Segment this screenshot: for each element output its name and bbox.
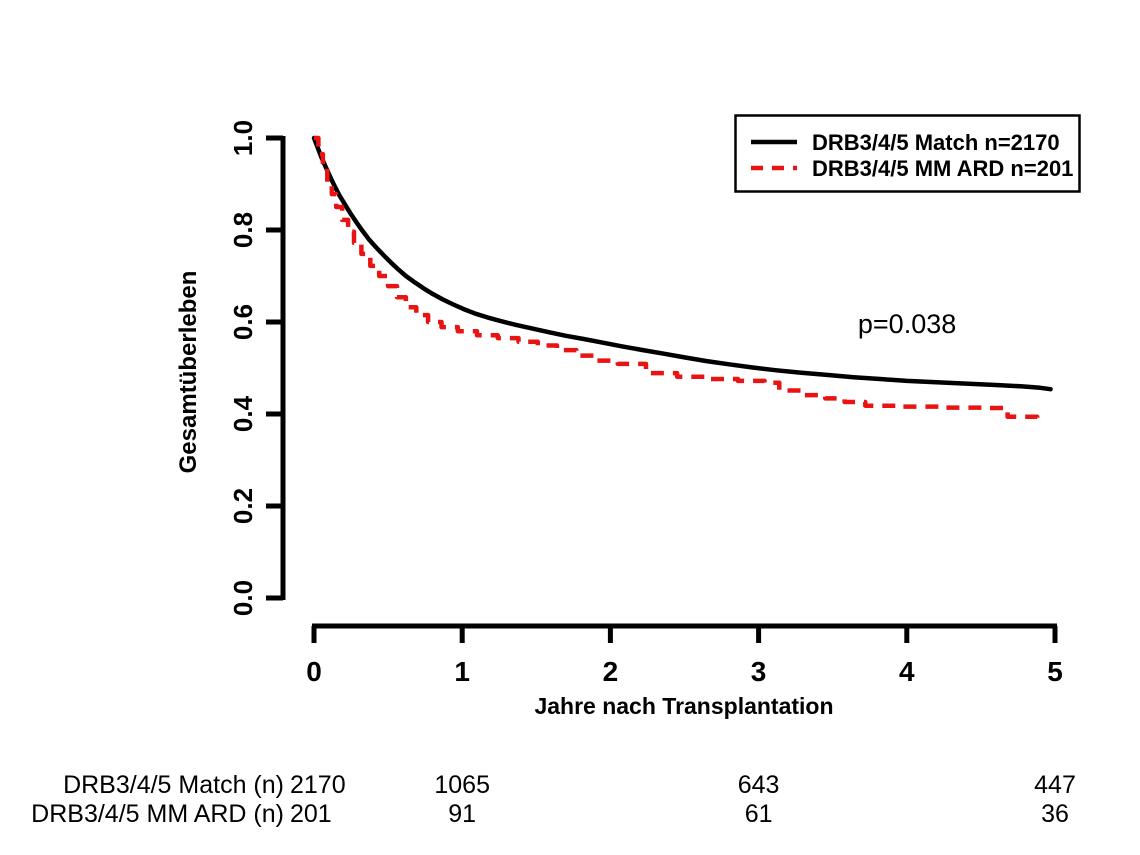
risk-table-value: 2170 <box>290 771 346 799</box>
km-curve-mm-ard <box>314 135 1040 420</box>
y-axis-title: Gesamtüberleben <box>175 271 202 474</box>
y-tick-label: 0.8 <box>228 212 258 248</box>
legend-box <box>734 114 1081 193</box>
km-curve-match <box>311 135 1053 392</box>
risk-table-value: 91 <box>448 800 476 828</box>
x-tick-label: 2 <box>603 656 619 687</box>
risk-table-value: 36 <box>1041 800 1069 828</box>
y-tick-label: 0.0 <box>228 580 258 616</box>
x-tick-label: 1 <box>454 656 470 687</box>
y-tick-label: 0.6 <box>228 304 258 340</box>
risk-table-value: 447 <box>1034 771 1076 799</box>
y-tick-label: 0.2 <box>228 488 258 524</box>
risk-table-value: 1065 <box>434 771 490 799</box>
risk-table-row-label: DRB3/4/5 Match (n) <box>63 771 284 799</box>
y-tick-label: 0.4 <box>228 395 258 432</box>
risk-table-value: 201 <box>290 800 332 828</box>
x-tick-label: 4 <box>899 656 915 687</box>
y-tick-label: 1.0 <box>228 120 258 156</box>
x-tick-label: 3 <box>751 656 767 687</box>
legend-label: DRB3/4/5 MM ARD n=201 <box>812 156 1073 181</box>
legend-label: DRB3/4/5 Match n=2170 <box>812 130 1060 155</box>
risk-table-row-label: DRB3/4/5 MM ARD (n) <box>31 800 284 828</box>
risk-table-value: 643 <box>738 771 780 799</box>
x-axis-title: Jahre nach Transplantation <box>534 693 833 719</box>
x-tick-label: 5 <box>1047 656 1063 687</box>
x-tick-label: 0 <box>306 656 322 687</box>
risk-table-value: 61 <box>745 800 773 828</box>
p-value-annotation: p=0.038 <box>858 309 956 339</box>
